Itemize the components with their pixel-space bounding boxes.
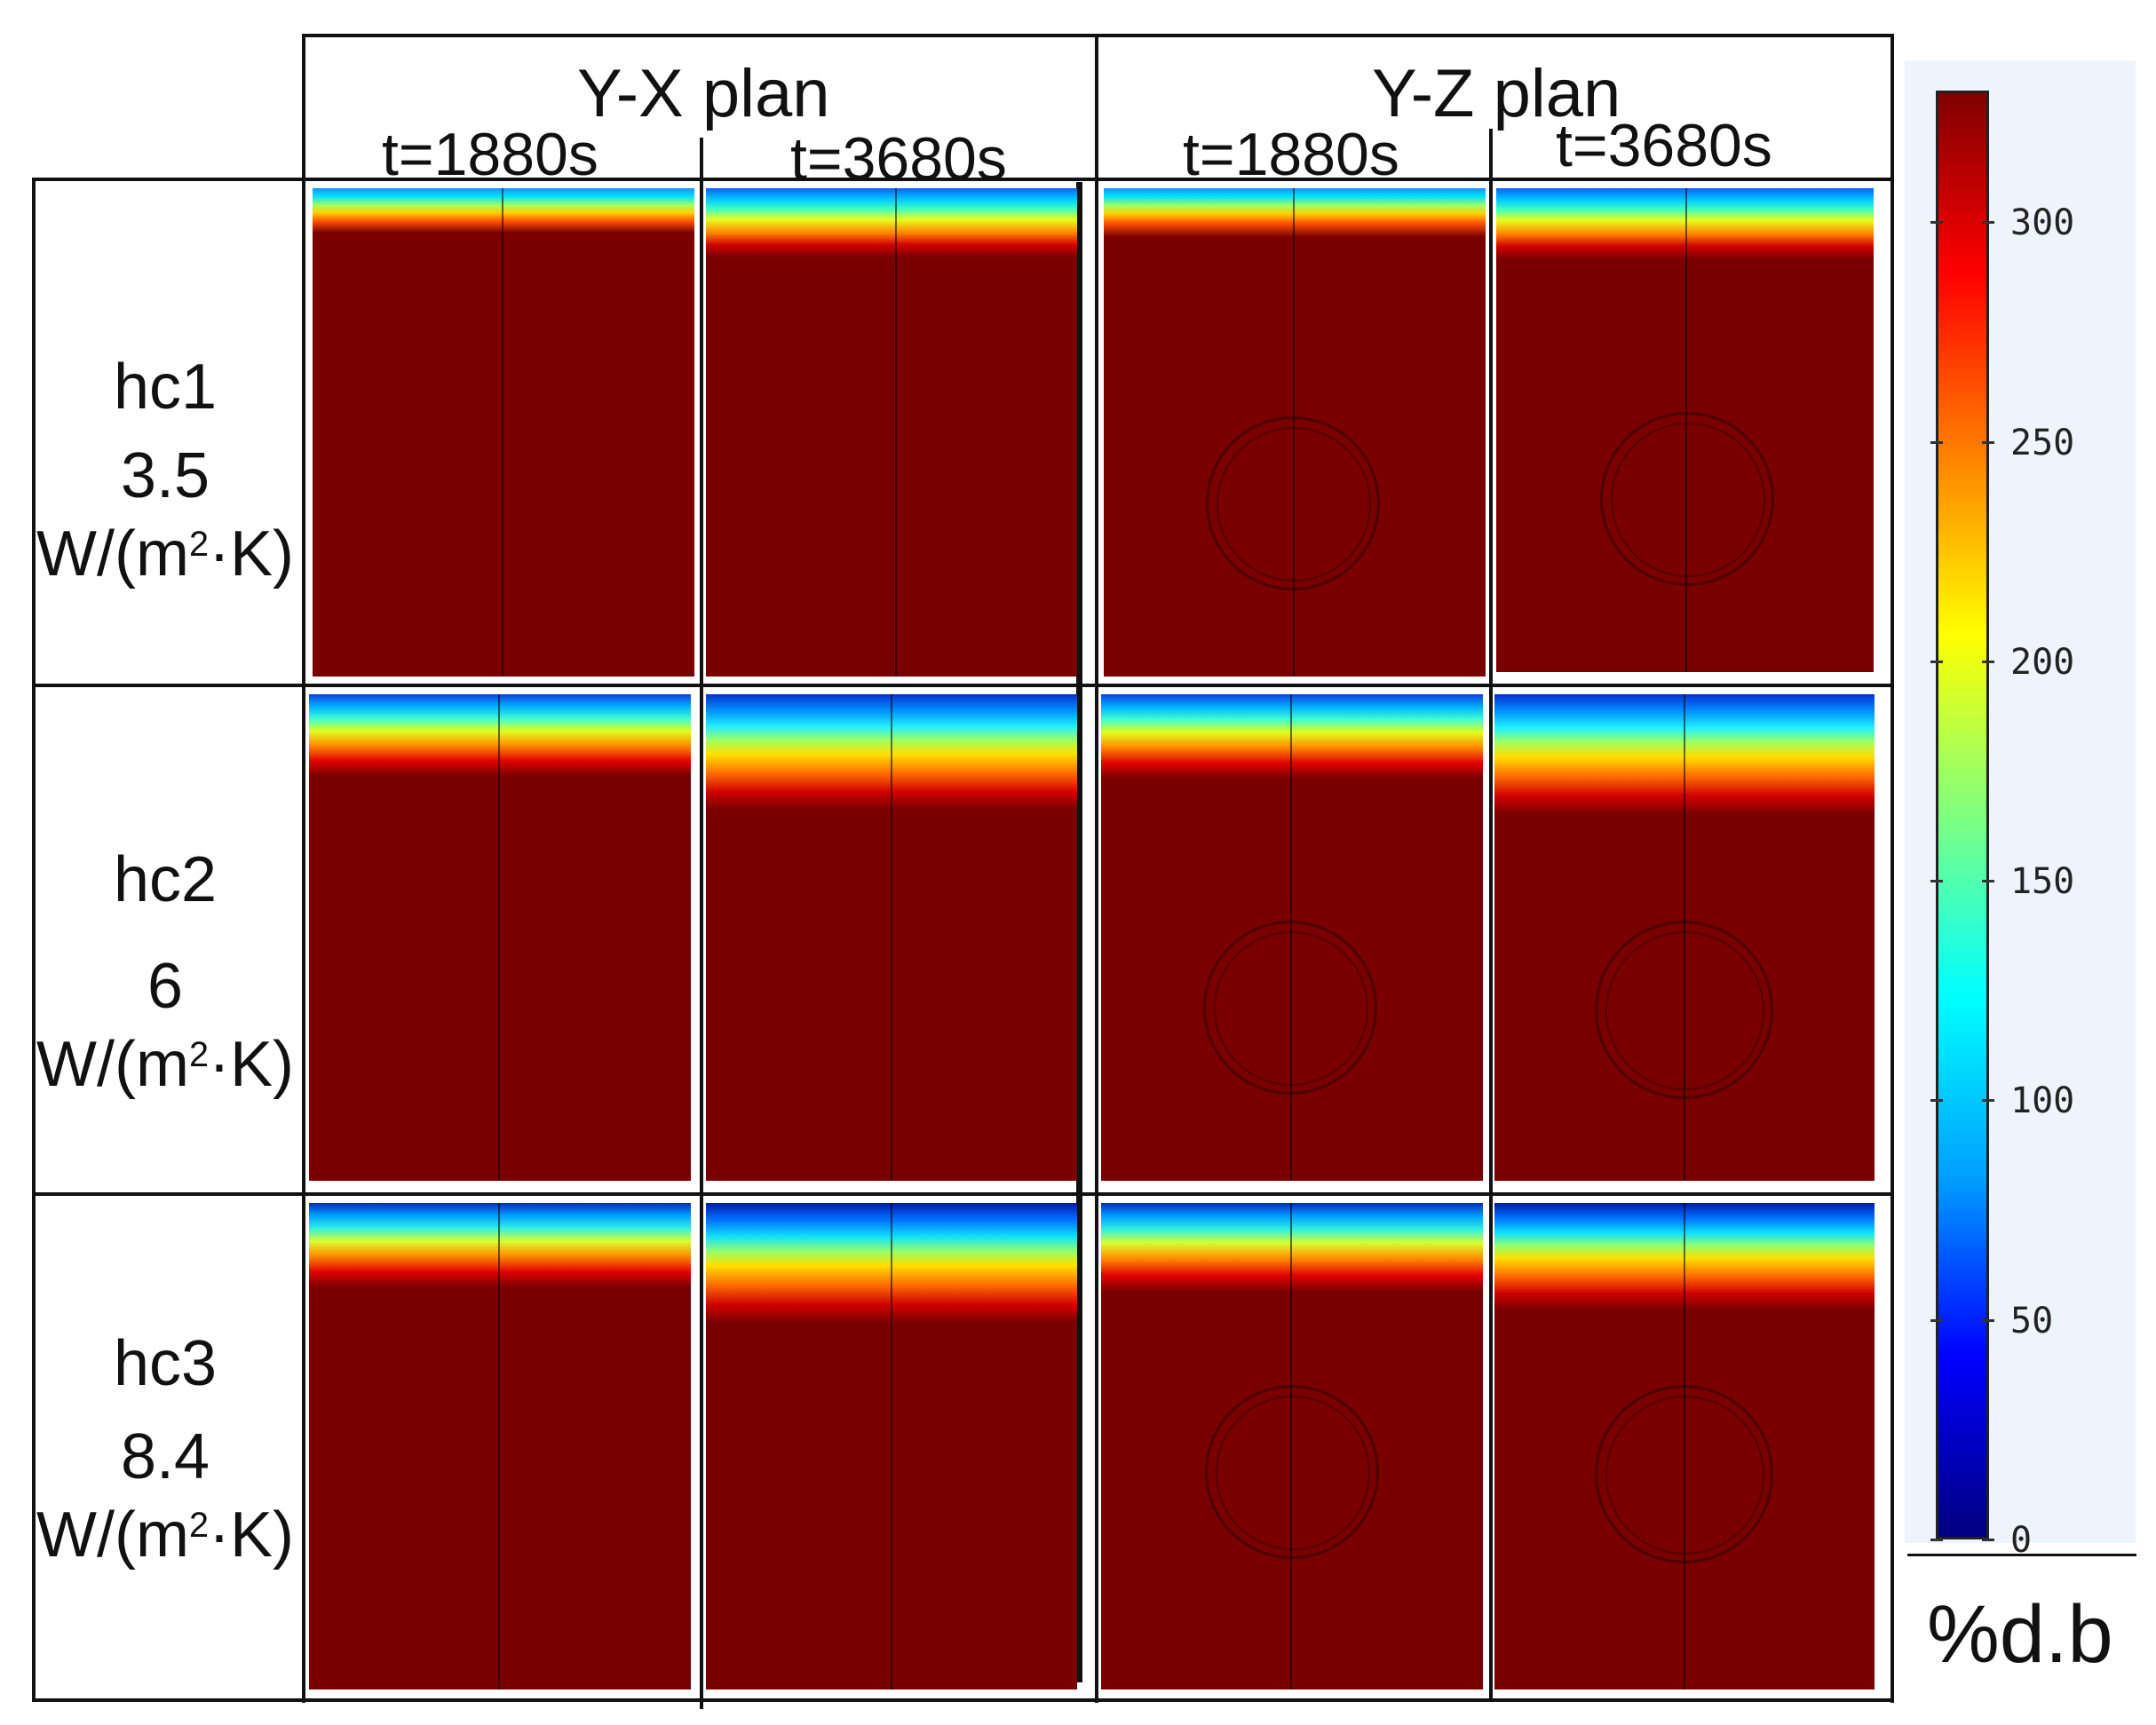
sample-outline: [1595, 1385, 1773, 1563]
colorbar-tick-label: 250: [2010, 422, 2075, 463]
row-label-hc1-unit: W/(m2·K): [36, 518, 294, 590]
colorbar-tick-label: 150: [2010, 861, 2075, 903]
heatmap-panel-hc3-yz-3680: [1494, 1203, 1875, 1689]
heatmap-panel-hc1-yx-3680: [706, 188, 1077, 677]
heatmap-panel-hc1-yz-3680: [1496, 188, 1874, 672]
heatmap-panel-hc2-yx-3680: [706, 694, 1077, 1181]
sample-outline: [1595, 921, 1773, 1099]
heatmap-panel-hc3-yx-3680: [706, 1203, 1077, 1689]
time-label-yx-3680: t=3680s: [790, 125, 1007, 193]
sample-outline: [1600, 412, 1774, 586]
sample-outline: [1206, 416, 1380, 590]
row-line-top: [32, 178, 1894, 181]
row-label-hc1-value: 3.5: [120, 440, 210, 511]
header-box-right: [1890, 34, 1894, 1703]
colorbar-tick-mark: [1930, 660, 1943, 663]
time-label-yz-1880: t=1880s: [1183, 121, 1399, 188]
heatmap-panel-hc2-yz-3680: [1494, 694, 1875, 1181]
colorbar-tick-mark: [1982, 880, 1994, 883]
colorbar-tick-label: 100: [2010, 1080, 2075, 1122]
colorbar-tick-mark: [1982, 440, 1994, 444]
colorbar-underline: [1907, 1554, 2136, 1556]
heatmap-panel-hc3-yz-1880: [1101, 1203, 1483, 1689]
row-label-hc1-name: hc1: [113, 352, 218, 423]
header-box-left: [302, 34, 305, 1703]
yx-plan-title: Y-X plan: [577, 56, 830, 131]
colorbar-tick-label: 200: [2010, 641, 2075, 683]
colorbar-tick-mark: [1982, 1539, 1994, 1541]
colorbar-tick-label: 300: [2010, 202, 2075, 244]
heatmap-panel-hc1-yx-1880: [313, 188, 694, 677]
colorbar-gradient: [1936, 91, 1989, 1539]
thick-divider: [1076, 182, 1082, 1682]
yz-plan-title: Y-Z plan: [1372, 56, 1621, 131]
time-label-yz-3680: t=3680s: [1556, 112, 1772, 179]
heatmap-panel-hc1-yz-1880: [1104, 188, 1486, 677]
row-line-2: [32, 1192, 1894, 1196]
sample-outline: [1205, 1385, 1379, 1559]
yx-time-divider: [700, 138, 703, 1709]
time-label-yx-1880: t=1880s: [382, 121, 598, 188]
row-label-hc2-unit: W/(m2·K): [36, 1029, 294, 1100]
colorbar-tick-mark: [1982, 1099, 1994, 1103]
row-line-bottom: [32, 1698, 1894, 1702]
colorbar-tick-mark: [1982, 1318, 1994, 1322]
colorbar-tick-mark: [1930, 440, 1943, 444]
colorbar-tick-mark: [1930, 1539, 1943, 1541]
colorbar-tick-mark: [1930, 1318, 1943, 1322]
yz-time-divider: [1489, 129, 1493, 1700]
row-line-1: [32, 684, 1894, 687]
colorbar-tick-label: 50: [2010, 1300, 2054, 1341]
colorbar-tick-mark: [1930, 1099, 1943, 1103]
heatmap-panel-hc2-yx-1880: [309, 694, 691, 1181]
colorbar-tick-mark: [1982, 660, 1994, 663]
colorbar-tick-mark: [1930, 880, 1943, 883]
sample-outline: [1203, 921, 1377, 1095]
colorbar-unit-label: %d.b: [1927, 1589, 2113, 1680]
plan-divider: [1095, 34, 1098, 1703]
heatmap-panel-hc2-yz-1880: [1101, 694, 1483, 1181]
row-label-hc2-value: 6: [147, 951, 184, 1022]
row-label-hc3-value: 8.4: [120, 1421, 210, 1492]
colorbar-tick-mark: [1930, 221, 1943, 225]
colorbar-tick-mark: [1982, 221, 1994, 225]
row-label-hc2-name: hc2: [113, 844, 218, 915]
row-label-left: [32, 178, 36, 1702]
row-label-hc3-unit: W/(m2·K): [36, 1499, 294, 1571]
heatmap-panel-hc3-yx-1880: [309, 1203, 691, 1689]
row-label-hc3-name: hc3: [113, 1328, 218, 1399]
